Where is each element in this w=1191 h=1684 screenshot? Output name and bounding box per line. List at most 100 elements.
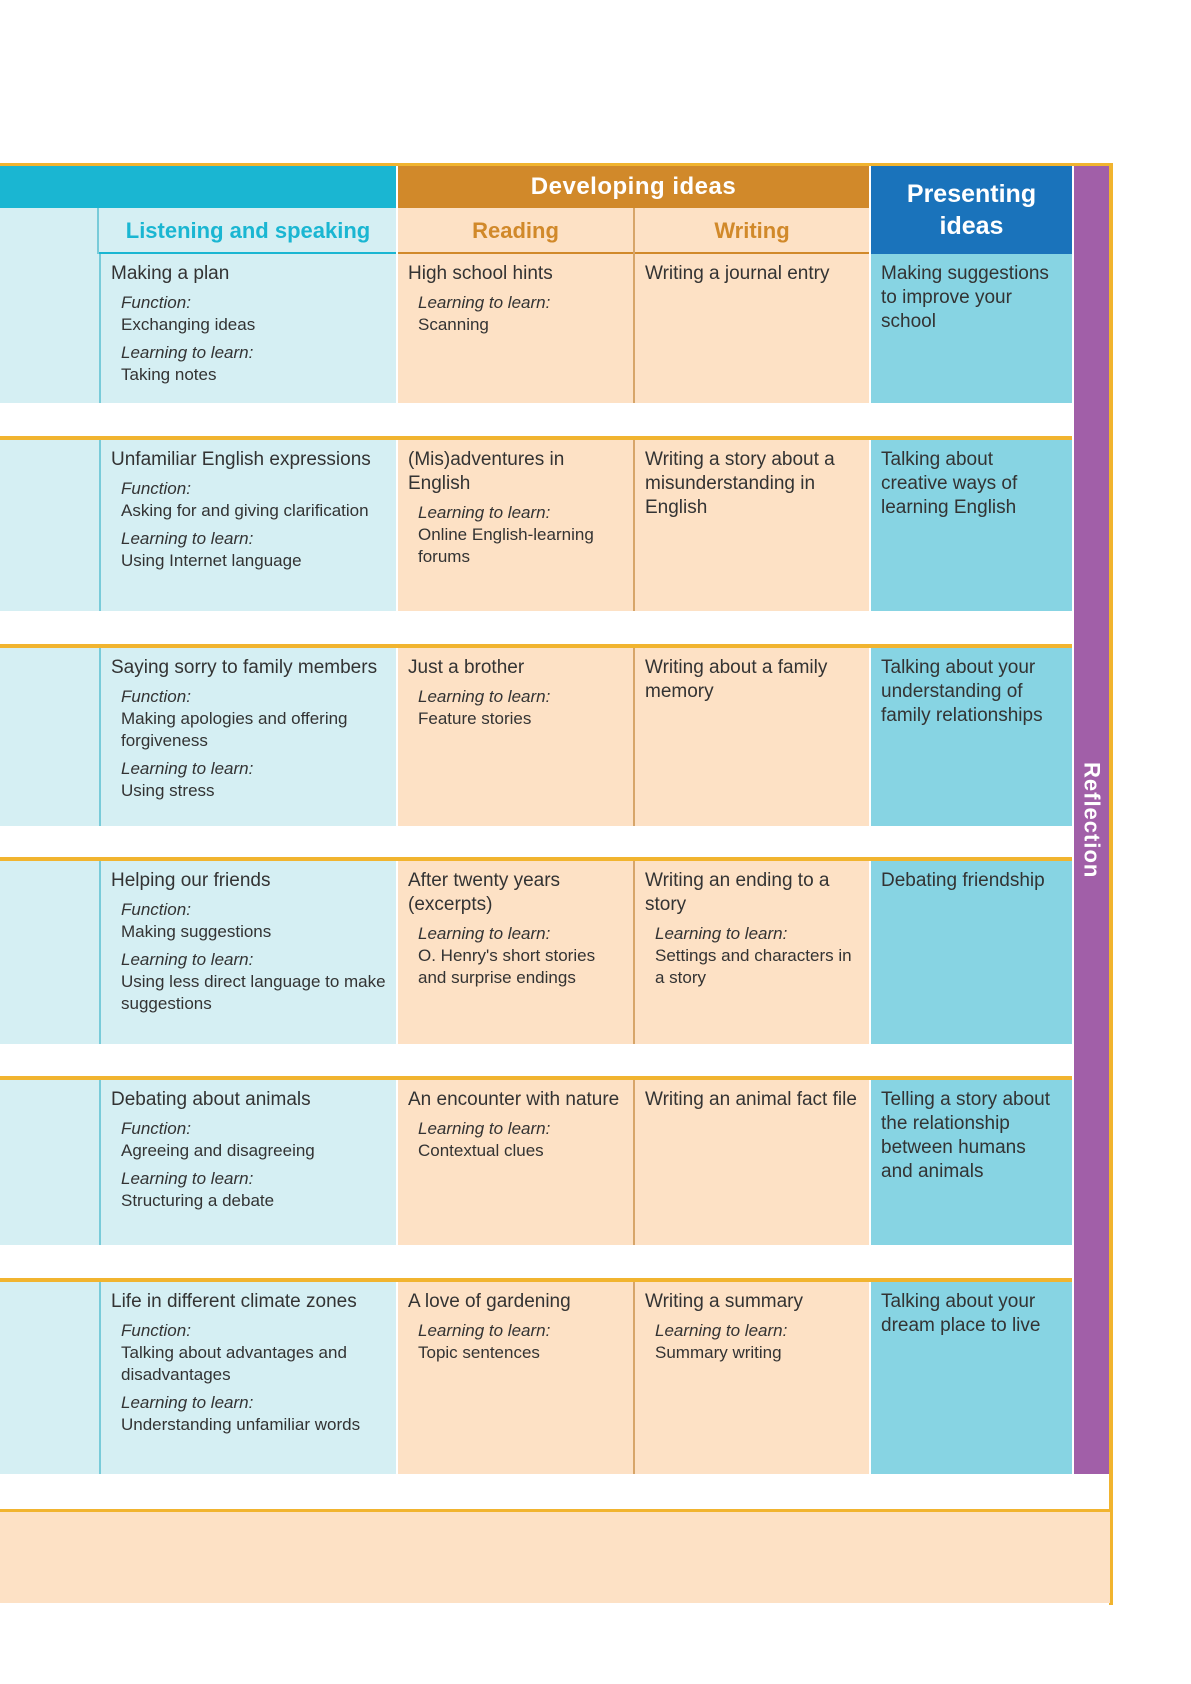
listening-cell: Making a plan Function: Exchanging ideas… [101, 254, 396, 403]
reading-title: High school hints [408, 263, 553, 284]
learning-value: Online English-learning forums [418, 525, 594, 566]
learning-label: Learning to learn: [121, 1169, 254, 1188]
learning-label: Learning to learn: [418, 924, 551, 943]
learning-label: Learning to learn: [418, 293, 551, 312]
learning-value: Using less direct language to make sugge… [121, 972, 386, 1013]
learning-label: Learning to learn: [121, 529, 254, 548]
column-divider [633, 861, 635, 1044]
listening-title: Unfamiliar English expressions [111, 449, 371, 470]
subheader-writing: Writing [635, 208, 869, 254]
learning-value: Feature stories [418, 709, 532, 728]
reflection-label: Reflection [1079, 761, 1105, 879]
column-divider [633, 1080, 635, 1245]
row-left-cell [0, 1080, 101, 1245]
header-presenting-ideas: Presenting ideas [871, 166, 1072, 254]
function-value: Asking for and giving clarification [121, 501, 369, 520]
row-divider-line [0, 436, 1072, 440]
frame-top-border [0, 163, 1113, 166]
presenting-cell: Talking about your dream place to live [871, 1282, 1072, 1474]
listening-title: Helping our friends [111, 870, 271, 891]
learning-value: Using stress [121, 781, 215, 800]
row-left-cell [0, 254, 101, 403]
header-teal-band [0, 166, 396, 208]
listening-title: Debating about animals [111, 1089, 311, 1110]
header-presenting-label: Presenting ideas [906, 180, 1037, 240]
learning-label: Learning to learn: [121, 759, 254, 778]
subheader-reading: Reading [398, 208, 633, 254]
reading-cell: After twenty years (excerpts) Learning t… [398, 861, 633, 1044]
presenting-cell: Talking about creative ways of learning … [871, 440, 1072, 611]
row-divider-line [0, 1278, 1072, 1282]
function-label: Function: [121, 479, 191, 498]
reading-title: Just a brother [408, 657, 525, 678]
writing-cell: Writing a journal entry [635, 254, 869, 403]
learning-label: Learning to learn: [121, 950, 254, 969]
learning-value: Understanding unfamiliar words [121, 1415, 361, 1434]
learning-label: Learning to learn: [418, 1321, 551, 1340]
column-divider [633, 254, 635, 403]
row-left-cell [0, 1282, 101, 1474]
writing-title: Writing a journal entry [645, 263, 830, 284]
listening-cell: Helping our friends Function: Making sug… [101, 861, 396, 1044]
writing-cell: Writing about a family memory [635, 648, 869, 826]
subheader-divider [633, 208, 635, 254]
learning-value: Using Internet language [121, 551, 302, 570]
learning-value: Settings and characters in a story [655, 946, 852, 987]
row-left-cell [0, 440, 101, 611]
listening-title: Life in different climate zones [111, 1291, 357, 1312]
reading-cell: An encounter with nature Learning to lea… [398, 1080, 633, 1245]
reading-title: A love of gardening [408, 1291, 571, 1312]
writing-title: Writing a story about a misunderstanding… [645, 449, 835, 518]
function-label: Function: [121, 900, 191, 919]
learning-value: O. Henry's short stories and surprise en… [418, 946, 596, 987]
row-divider-line [0, 644, 1072, 648]
learning-label: Learning to learn: [655, 924, 788, 943]
header-developing-ideas: Developing ideas [398, 166, 869, 208]
writing-cell: Writing an animal fact file [635, 1080, 869, 1245]
frame-right-border [1109, 163, 1113, 1605]
subheader-underline-teal [99, 252, 396, 254]
function-label: Function: [121, 1119, 191, 1138]
learning-label: Learning to learn: [418, 687, 551, 706]
writing-cell: Writing a summary Learning to learn: Sum… [635, 1282, 869, 1474]
row-left-cell [0, 648, 101, 826]
column-divider [633, 1282, 635, 1474]
writing-title: Writing a summary [645, 1291, 804, 1312]
learning-label: Learning to learn: [655, 1321, 788, 1340]
presenting-cell: Making suggestions to improve your schoo… [871, 254, 1072, 403]
listening-cell: Saying sorry to family members Function:… [101, 648, 396, 826]
listening-cell: Life in different climate zones Function… [101, 1282, 396, 1474]
row-divider-line [0, 857, 1072, 861]
subheader-left-blank [0, 208, 99, 254]
reflection-bar [1074, 166, 1109, 1474]
listening-title: Saying sorry to family members [111, 657, 378, 678]
learning-label: Learning to learn: [121, 1393, 254, 1412]
listening-cell: Unfamiliar English expressions Function:… [101, 440, 396, 611]
function-label: Function: [121, 293, 191, 312]
presenting-cell: Talking about your understanding of fami… [871, 648, 1072, 826]
reading-cell: (Mis)adventures in English Learning to l… [398, 440, 633, 611]
writing-title: Writing about a family memory [645, 657, 828, 702]
reading-cell: High school hints Learning to learn: Sca… [398, 254, 633, 403]
reading-cell: A love of gardening Learning to learn: T… [398, 1282, 633, 1474]
learning-value: Summary writing [655, 1343, 782, 1362]
subheader-listening-label: Listening and speaking [125, 218, 371, 243]
learning-value: Scanning [418, 315, 489, 334]
writing-cell: Writing an ending to a story Learning to… [635, 861, 869, 1044]
row-left-cell [0, 861, 101, 1044]
writing-cell: Writing a story about a misunderstanding… [635, 440, 869, 611]
reading-title: An encounter with nature [408, 1089, 620, 1110]
column-divider [633, 648, 635, 826]
learning-value: Taking notes [121, 365, 217, 384]
learning-label: Learning to learn: [121, 343, 254, 362]
function-value: Exchanging ideas [121, 315, 256, 334]
presenting-cell: Telling a story about the relationship b… [871, 1080, 1072, 1245]
reflection-label-wrap: Reflection [1074, 760, 1109, 880]
learning-label: Learning to learn: [418, 503, 551, 522]
reading-cell: Just a brother Learning to learn: Featur… [398, 648, 633, 826]
listening-cell: Debating about animals Function: Agreein… [101, 1080, 396, 1245]
function-value: Agreeing and disagreeing [121, 1141, 315, 1160]
presenting-cell: Debating friendship [871, 861, 1072, 1044]
footer-band [0, 1509, 1110, 1603]
reading-title: After twenty years (excerpts) [408, 870, 561, 915]
